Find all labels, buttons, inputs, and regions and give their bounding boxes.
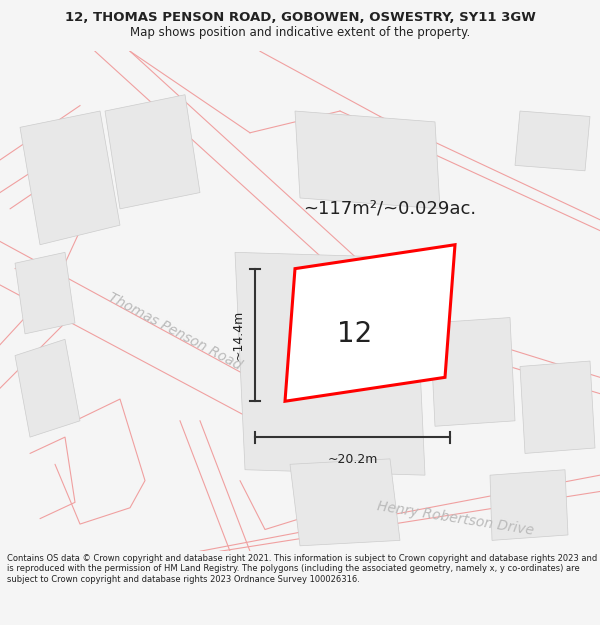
Polygon shape (15, 339, 80, 437)
Polygon shape (290, 459, 400, 546)
Polygon shape (105, 95, 200, 209)
Text: Contains OS data © Crown copyright and database right 2021. This information is : Contains OS data © Crown copyright and d… (7, 554, 598, 584)
Polygon shape (515, 111, 590, 171)
Text: Thomas Penson Road: Thomas Penson Road (106, 291, 244, 373)
Polygon shape (430, 318, 515, 426)
Polygon shape (20, 111, 120, 245)
Polygon shape (490, 470, 568, 541)
Polygon shape (285, 245, 455, 401)
Polygon shape (520, 361, 595, 453)
Text: 12: 12 (337, 320, 373, 348)
Text: ~14.4m: ~14.4m (232, 310, 245, 360)
Text: Henry Robertson Drive: Henry Robertson Drive (376, 499, 535, 538)
Polygon shape (235, 253, 425, 475)
Text: 12, THOMAS PENSON ROAD, GOBOWEN, OSWESTRY, SY11 3GW: 12, THOMAS PENSON ROAD, GOBOWEN, OSWESTR… (65, 11, 535, 24)
Text: ~117m²/~0.029ac.: ~117m²/~0.029ac. (304, 200, 476, 218)
Polygon shape (15, 253, 75, 334)
Polygon shape (295, 111, 440, 209)
Text: Map shows position and indicative extent of the property.: Map shows position and indicative extent… (130, 26, 470, 39)
Text: ~20.2m: ~20.2m (328, 453, 377, 466)
